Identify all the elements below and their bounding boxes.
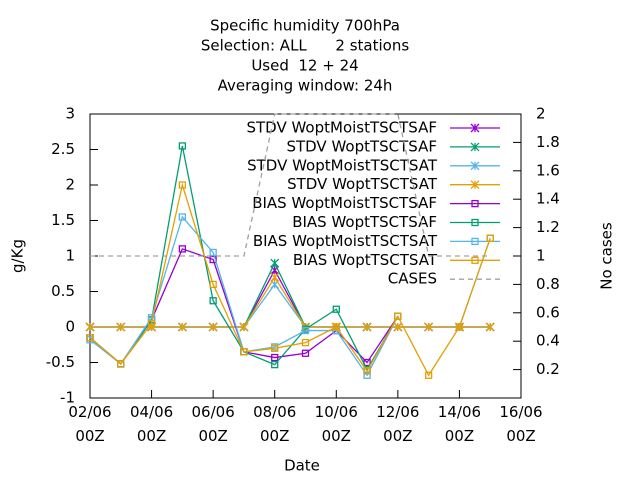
- legend-marker: [471, 237, 479, 246]
- legend-marker: [471, 256, 479, 264]
- point: [209, 255, 217, 264]
- x-tick-label: 10/06 00Z: [314, 403, 358, 445]
- legend-marker: [470, 161, 480, 171]
- y-tick-label: -0.5: [46, 353, 75, 371]
- legend-label: STDV WoptTSCTSAF: [286, 137, 437, 155]
- point: [86, 333, 94, 342]
- point: [424, 371, 433, 379]
- chart-title: Specific humidity 700hPa: [210, 17, 400, 35]
- point: [271, 360, 279, 369]
- y-tick-label: 1.5: [51, 211, 75, 229]
- y2-tick-label: 1: [536, 247, 546, 265]
- x-tick-label: 08/06 00Z: [253, 403, 297, 445]
- point: [209, 297, 217, 305]
- y-tick-label: 1: [65, 247, 75, 265]
- y-tick-label: 2: [65, 176, 75, 194]
- point: [393, 322, 403, 332]
- chart-subtitle: Averaging window: 24h: [218, 77, 393, 95]
- point: [178, 213, 187, 221]
- chart-subtitle: Used 12 + 24: [251, 57, 358, 75]
- point: [147, 319, 156, 328]
- legend-label: CASES: [388, 270, 437, 288]
- y2-tick-label: 0.6: [536, 303, 560, 321]
- point: [363, 371, 371, 379]
- legend-label: BIAS WoptMoistTSCTSAT: [253, 232, 438, 250]
- point: [332, 323, 340, 331]
- legend-label: STDV WoptMoistTSCTSAT: [247, 156, 438, 174]
- y-tick-label: -1: [60, 389, 75, 407]
- legend-label: BIAS WoptTSCTSAF: [292, 213, 437, 231]
- series-line: [89, 182, 491, 377]
- y-tick-label: 3: [65, 105, 75, 123]
- point: [117, 360, 125, 368]
- point: [363, 367, 371, 375]
- point: [486, 234, 494, 242]
- x-tick-label: 06/06 00Z: [191, 403, 235, 445]
- y-axis-label: g/Kg: [9, 239, 27, 273]
- chart-subtitle: Selection: ALL 2 stations: [201, 37, 409, 55]
- legend-marker: [471, 199, 479, 208]
- point: [240, 348, 248, 356]
- point: [177, 322, 187, 332]
- y2-tick-label: 0.2: [536, 360, 560, 378]
- point: [271, 353, 279, 362]
- point: [301, 349, 310, 357]
- y-tick-label: 0: [65, 318, 75, 336]
- legend-label: BIAS WoptMoistTSCTSAF: [252, 194, 437, 212]
- point: [301, 326, 310, 335]
- legend-marker: [470, 180, 480, 190]
- x-tick-label: 16/06 00Z: [499, 403, 543, 445]
- point: [394, 312, 402, 321]
- series-line: [90, 113, 491, 257]
- y-tick-label: 2.5: [51, 140, 75, 158]
- y2-tick-label: 0.4: [536, 332, 560, 350]
- y2-tick-label: 1.6: [536, 161, 560, 179]
- y-tick-label: 0.5: [51, 282, 75, 300]
- y2-tick-label: 1.4: [536, 190, 560, 208]
- x-tick-label: 02/06 00Z: [68, 403, 112, 445]
- point: [362, 322, 372, 332]
- legend-marker: [470, 123, 480, 133]
- point: [208, 322, 218, 332]
- legend-label: STDV WoptTSCTSAT: [287, 175, 438, 193]
- point: [301, 338, 310, 347]
- point: [178, 181, 187, 189]
- x-tick-label: 04/06 00Z: [129, 403, 174, 445]
- y2-axis-label: No cases: [598, 222, 616, 290]
- point: [209, 248, 217, 257]
- point: [424, 322, 434, 332]
- y2-tick-label: 1.2: [536, 218, 560, 236]
- y2-tick-label: 0.8: [536, 275, 560, 293]
- y2-tick-label: 2: [536, 105, 546, 123]
- legend-marker: [470, 142, 480, 152]
- point: [209, 280, 217, 289]
- point: [116, 322, 126, 332]
- point: [332, 305, 340, 313]
- point: [485, 322, 495, 332]
- legend-marker: [471, 218, 479, 227]
- x-tick-label: 12/06 00Z: [376, 403, 420, 445]
- legend-label: BIAS WoptTSCTSAT: [293, 251, 438, 269]
- point: [270, 258, 280, 268]
- x-axis-label: Date: [284, 457, 320, 475]
- y2-tick-label: 1.8: [536, 133, 560, 151]
- point: [178, 142, 187, 150]
- point: [239, 322, 249, 332]
- legend-label: STDV WoptMoistTSCTSAF: [246, 119, 437, 137]
- point: [270, 272, 280, 282]
- point: [271, 344, 279, 352]
- point: [178, 245, 187, 253]
- x-tick-label: 14/06 00Z: [437, 403, 482, 445]
- point: [85, 322, 95, 332]
- series-line: [90, 276, 491, 328]
- point: [455, 323, 464, 331]
